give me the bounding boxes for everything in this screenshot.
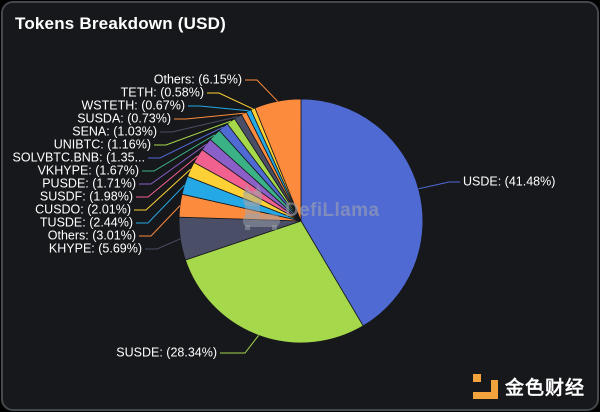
slice-label-unibtc: UNIBTC: (1.16%) <box>53 137 151 152</box>
slice-label-cusdo: CUSDO: (2.01%) <box>35 202 131 217</box>
leader-line-khype <box>145 238 181 250</box>
leader-line-teth <box>207 92 254 110</box>
slice-label-vkhype: VKHYPE: (1.67%) <box>37 163 139 178</box>
leader-line-usde <box>418 181 460 190</box>
slice-label-sena: SENA: (1.03%) <box>72 124 157 139</box>
jinse-logo-icon <box>472 374 498 399</box>
leader-line-solvbtc.bnb <box>148 126 224 159</box>
slice-label-pusde: PUSDE: (1.71%) <box>42 176 136 191</box>
leader-line-wsteth <box>188 105 249 112</box>
leader-line-unibtc <box>154 120 232 146</box>
leader-line-susdf <box>136 155 199 198</box>
slice-label-wsteth: WSTETH: (0.67%) <box>81 98 186 113</box>
slice-label-tusde: TUSDE: (2.44%) <box>39 215 133 230</box>
leader-line-sena <box>160 116 239 133</box>
leader-line-cusdo <box>134 168 191 211</box>
leader-line-susde <box>220 335 259 354</box>
slice-label-others-big: Others: (6.15%) <box>153 72 242 87</box>
slice-label-solvbtc.bnb: SOLVBTC.BNB: (1.35... <box>12 150 145 165</box>
slice-label-others-small: Others: (3.01%) <box>47 228 136 243</box>
leader-line-susda <box>174 112 244 120</box>
pie-slice-usde[interactable] <box>300 98 424 327</box>
slice-label-usde: USDE: (41.48%) <box>463 174 556 189</box>
chart-title: Tokens Breakdown (USD) <box>15 14 226 33</box>
leader-line-tusde <box>136 184 185 224</box>
leader-line-others-big <box>245 79 278 102</box>
pie-slice-susde[interactable] <box>184 220 364 344</box>
leader-line-pusde <box>139 143 207 185</box>
slice-label-khype: KHYPE: (5.69%) <box>48 241 142 256</box>
leader-line-others-small <box>139 205 181 237</box>
branding-footer: 金色财经 <box>472 373 585 400</box>
slice-label-susda: SUSDA: (0.73%) <box>77 111 171 126</box>
slice-label-teth: TETH: (0.58%) <box>120 85 204 100</box>
branding-text: 金色财经 <box>504 378 585 399</box>
leader-line-vkhype <box>142 134 215 172</box>
slice-label-susdf: SUSDF: (1.98%) <box>39 189 133 204</box>
slice-label-susde: SUSDE: (28.34%) <box>116 345 217 360</box>
